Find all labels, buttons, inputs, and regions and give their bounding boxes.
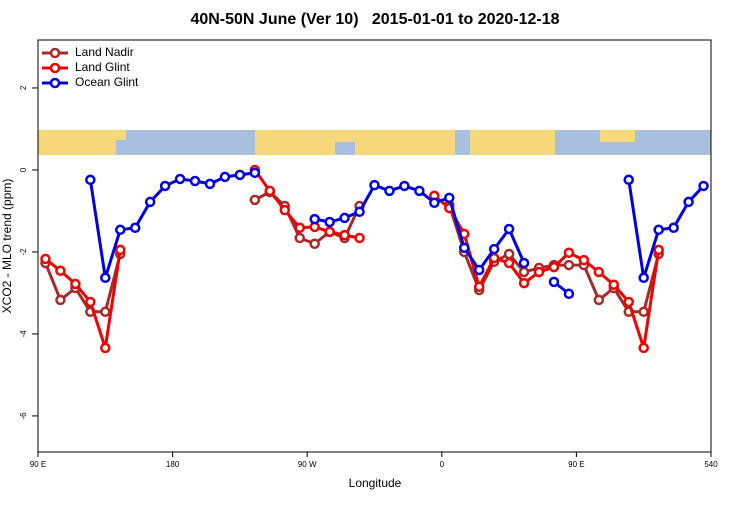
point [563,259,575,271]
point [518,266,530,278]
y-tick-label: -6 [19,412,28,420]
point [324,226,335,238]
point [623,174,634,186]
x-tick-label: 0 [440,460,445,469]
point [638,342,649,354]
point [339,212,350,224]
point [55,294,66,306]
chart-title: 40N-50N June (Ver 10) 2015-01-01 to 2020… [190,11,559,28]
point [638,306,649,318]
point [563,247,575,259]
y-tick-label: 2 [19,85,28,90]
x-tick-label: 180 [166,460,180,469]
point [144,196,156,208]
point [653,224,664,236]
point [100,342,111,354]
point [264,185,276,197]
point [249,167,261,179]
point [309,213,320,225]
point [324,216,335,228]
point [85,174,96,186]
point [85,296,96,308]
map-strip [38,130,711,155]
legend-label: Land Nadir [75,45,134,59]
point [339,229,350,241]
point [518,277,530,289]
y-axis-label: XCO2 - MLO trend (ppm) [0,179,14,314]
point [698,180,709,192]
point [115,244,126,256]
point [444,192,455,204]
series-line [44,169,661,350]
point [70,278,81,290]
point [100,306,111,318]
series-line [88,171,705,295]
x-tick-label: 90 W [298,460,317,469]
point [40,253,51,265]
point [399,180,410,192]
point [354,206,365,218]
legend-label: Ocean Glint [75,75,139,89]
point [518,257,530,269]
point [533,266,545,278]
x-tick-label: 90 E [568,460,584,469]
point [503,223,515,235]
point [234,169,246,181]
point [488,243,500,255]
x-tick-label: 90 E [30,460,46,469]
point [249,194,261,206]
y-tick-label: -4 [19,330,28,338]
x-tick-label: 540 [704,460,718,469]
x-axis-label: Longitude [349,476,402,490]
point [473,281,485,293]
point [503,248,515,260]
point [429,197,440,209]
point [653,244,664,256]
point [294,232,305,244]
point [593,294,605,306]
point [578,254,590,266]
point [219,171,231,183]
point [309,238,320,249]
point [668,222,679,234]
point [354,232,365,244]
point [384,185,395,197]
point [548,261,560,273]
point [473,264,485,276]
point [189,175,201,187]
point [204,178,216,190]
legend-marker [49,77,61,89]
point [115,224,126,236]
point [294,222,305,234]
point [174,173,186,185]
y-tick-label: -2 [19,248,28,256]
legend-marker [49,47,61,59]
point [100,272,111,284]
point [129,222,141,234]
point [503,257,515,269]
point [279,204,291,216]
point [563,288,575,300]
point [458,242,470,254]
point [683,196,694,208]
point [414,185,425,197]
point [548,276,560,288]
plot-frame [37,39,712,453]
y-tick-label: 0 [19,167,28,172]
point [623,296,634,308]
point [638,272,649,284]
point [55,265,66,277]
point [593,266,605,278]
point [608,279,620,290]
legend-label: Land Glint [75,60,130,74]
legend-marker [49,62,61,74]
point [369,179,380,191]
point [159,180,171,192]
